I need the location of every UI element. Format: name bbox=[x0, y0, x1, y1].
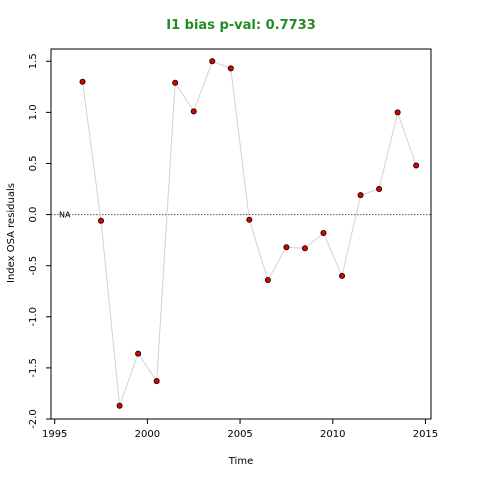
data-point bbox=[79, 78, 86, 85]
data-point bbox=[357, 192, 364, 199]
data-point bbox=[172, 79, 179, 86]
series-line-group bbox=[82, 60, 417, 406]
x-tick-label: 2015 bbox=[413, 429, 438, 440]
y-tick-label: -1.5 bbox=[28, 358, 39, 378]
x-tick-label: 1995 bbox=[42, 429, 67, 440]
x-axis: 1995 2000 2005 2010 2015 bbox=[42, 419, 438, 440]
reference-line-label: NA bbox=[59, 211, 71, 220]
x-tick-label: 2010 bbox=[320, 429, 345, 440]
data-point bbox=[116, 402, 123, 409]
data-point bbox=[190, 108, 197, 115]
data-points-group bbox=[79, 58, 420, 409]
data-point bbox=[339, 272, 346, 279]
data-point bbox=[376, 186, 383, 193]
y-tick-label: 1.5 bbox=[28, 53, 39, 69]
y-tick-label: -1.0 bbox=[28, 307, 39, 327]
data-point bbox=[283, 244, 290, 251]
y-tick-label: -2.0 bbox=[28, 409, 39, 429]
x-tick-label: 2000 bbox=[135, 429, 160, 440]
data-point bbox=[227, 65, 234, 72]
x-tick-label: 2005 bbox=[227, 429, 252, 440]
data-point bbox=[413, 162, 420, 169]
y-tick-label: -0.5 bbox=[28, 256, 39, 276]
y-axis: -2.0 -1.5 -1.0 -0.5 0.0 0.5 1.0 1.5 bbox=[28, 53, 51, 429]
reference-line-group: NA bbox=[51, 211, 431, 220]
data-point bbox=[153, 378, 160, 385]
data-point bbox=[246, 216, 253, 223]
y-tick-label: 1.0 bbox=[28, 104, 39, 120]
data-point bbox=[135, 350, 142, 357]
y-axis-label: Index OSA residuals bbox=[6, 183, 17, 283]
y-tick-label: 0.0 bbox=[28, 207, 39, 223]
data-point bbox=[320, 229, 327, 236]
data-point bbox=[98, 217, 105, 224]
y-tick-label: 0.5 bbox=[28, 156, 39, 172]
x-axis-label: Time bbox=[228, 456, 253, 467]
plot-area-frame bbox=[50, 48, 432, 420]
chart-title: I1 bias p-val: 0.7733 bbox=[166, 18, 316, 33]
data-point bbox=[394, 109, 401, 116]
data-point bbox=[301, 245, 308, 252]
series-line bbox=[82, 60, 417, 406]
data-point bbox=[209, 58, 216, 65]
data-point bbox=[264, 276, 271, 283]
